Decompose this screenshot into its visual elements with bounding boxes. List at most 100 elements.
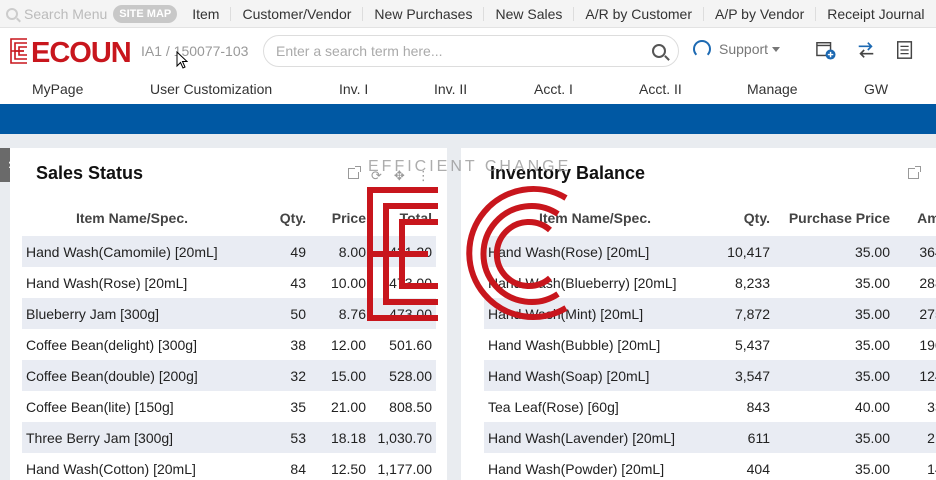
quick-link-item[interactable]: Item bbox=[181, 6, 232, 21]
headset-icon bbox=[693, 40, 711, 58]
table-cell: 50 bbox=[242, 298, 310, 329]
main-menu: MyPage User Customization Inv. I Inv. II… bbox=[0, 74, 936, 104]
search-icon[interactable] bbox=[652, 44, 666, 58]
column-header: Price bbox=[331, 210, 366, 226]
quick-link-receipt-journal[interactable]: Receipt Journal bbox=[827, 5, 925, 22]
menu-acct-2[interactable]: Acct. II bbox=[639, 81, 682, 97]
popout-icon[interactable] bbox=[348, 166, 361, 179]
table-cell: Hand Wash(Camomile) [20mL] bbox=[22, 236, 242, 267]
menu-acct-1[interactable]: Acct. I bbox=[534, 81, 573, 97]
column-header: Amount bbox=[917, 210, 936, 226]
table-cell: 35.00 bbox=[774, 329, 894, 360]
refresh-icon[interactable]: ⟳ bbox=[371, 168, 382, 183]
table-cell: 84 bbox=[242, 453, 310, 480]
quick-link-ar-by-customer[interactable]: A/R by Customer bbox=[574, 6, 704, 21]
chevron-down-icon bbox=[772, 46, 781, 52]
table-row[interactable]: Coffee Bean(double) [200g] 32 15.00 528.00 bbox=[22, 360, 436, 391]
table-cell: 40.00 bbox=[774, 391, 894, 422]
sales-status-panel: Sales Status ⟳ ✥ ⋮ Item Name/Spec. Qty. … bbox=[10, 148, 447, 480]
table-cell: Blueberry Jam [300g] bbox=[22, 298, 242, 329]
inventory-balance-tools bbox=[908, 166, 921, 179]
table-cell: 1,030.70 bbox=[370, 422, 436, 453]
table-cell: 473.00 bbox=[370, 267, 436, 298]
table-row[interactable]: Blueberry Jam [300g] 50 8.76 473.00 bbox=[22, 298, 436, 329]
quick-links: Item Customer/Vendor New Purchases New S… bbox=[181, 5, 935, 22]
table-cell: 49 bbox=[242, 236, 310, 267]
table-cell: 473.00 bbox=[370, 298, 436, 329]
menu-gw[interactable]: GW bbox=[864, 81, 889, 97]
table-cell: 288,155 bbox=[894, 267, 936, 298]
sales-status-title: Sales Status bbox=[36, 163, 144, 183]
table-row[interactable]: Hand Wash(Rose) [20mL] 43 10.00 473.00 bbox=[22, 267, 436, 298]
table-cell: 1,177.00 bbox=[370, 453, 436, 480]
table-cell: 10,417 bbox=[706, 236, 774, 267]
more-icon[interactable]: ⋮ bbox=[416, 168, 430, 183]
logo-wordmark: ECOUNT bbox=[31, 37, 131, 66]
table-cell: Hand Wash(Rose) [20mL] bbox=[22, 267, 242, 298]
table-cell: Three Berry Jam [300g] bbox=[22, 422, 242, 453]
table-cell: 35 bbox=[242, 391, 310, 422]
table-cell: 275,520 bbox=[894, 298, 936, 329]
search-input[interactable] bbox=[276, 43, 652, 59]
sitemap-button[interactable]: SITE MAP bbox=[113, 4, 178, 23]
menu-inv-2[interactable]: Inv. II bbox=[434, 81, 468, 97]
popout-icon[interactable] bbox=[908, 166, 921, 179]
inventory-balance-table: Item Name/Spec. Qty. Purchase Price Amou… bbox=[484, 200, 936, 480]
quick-link-customer-vendor[interactable]: Customer/Vendor bbox=[231, 6, 364, 21]
menu-inv-1[interactable]: Inv. I bbox=[339, 81, 369, 97]
search-menu[interactable]: Search Menu bbox=[0, 6, 107, 22]
table-row[interactable]: Three Berry Jam [300g] 53 18.18 1,030.70 bbox=[22, 422, 436, 453]
mouse-cursor-icon bbox=[176, 51, 188, 69]
table-cell: 38 bbox=[242, 329, 310, 360]
pin-icon[interactable]: ✥ bbox=[393, 168, 405, 183]
table-cell: 8.76 bbox=[310, 298, 370, 329]
table-cell: 18.18 bbox=[310, 422, 370, 453]
table-cell: 190,295 bbox=[894, 329, 936, 360]
table-cell: 35.00 bbox=[774, 298, 894, 329]
switch-icon[interactable] bbox=[856, 40, 876, 60]
ecount-logo[interactable]: ECOUNT bbox=[9, 36, 150, 69]
table-cell: Hand Wash(Soap) [20mL] bbox=[484, 360, 706, 391]
sales-status-rows: Hand Wash(Camomile) [20mL] 49 8.00 431.20 Ha… bbox=[22, 236, 436, 480]
column-header: Item Name/Spec. bbox=[538, 210, 652, 226]
table-cell: 364,595 bbox=[894, 236, 936, 267]
table-cell: 10.00 bbox=[310, 267, 370, 298]
header: ECOUNT IA1 / 150077-103 Support bbox=[0, 28, 936, 74]
table-cell: 53 bbox=[242, 422, 310, 453]
ledger-icon[interactable] bbox=[895, 40, 915, 60]
table-row[interactable]: Hand Wash(Bubble) [20mL]5,43735.00190,29… bbox=[484, 329, 936, 360]
quick-link-ap-by-vendor[interactable]: A/P by Vendor bbox=[704, 6, 817, 21]
table-row[interactable]: Hand Wash(Blueberry) [20mL]8,23335.00288… bbox=[484, 267, 936, 298]
table-cell: Hand Wash(Rose) [20mL] bbox=[484, 236, 706, 267]
table-cell: 32 bbox=[242, 360, 310, 391]
table-cell: 35.00 bbox=[774, 360, 894, 391]
table-row[interactable]: Hand Wash(Camomile) [20mL] 49 8.00 431.20 bbox=[22, 236, 436, 267]
table-cell: Coffee Bean(lite) [150g] bbox=[22, 391, 242, 422]
table-cell: 14,140 bbox=[894, 453, 936, 480]
table-cell: 404 bbox=[706, 453, 774, 480]
table-cell: 431.20 bbox=[370, 236, 436, 267]
table-row[interactable]: Coffee Bean(delight) [300g] 38 12.00 501.60 bbox=[22, 329, 436, 360]
menu-mypage[interactable]: MyPage bbox=[32, 81, 84, 97]
table-row[interactable]: Coffee Bean(lite) [150g] 35 21.00 808.50 bbox=[22, 391, 436, 422]
table-cell: 5,437 bbox=[706, 329, 774, 360]
column-header: Purchase Price bbox=[788, 210, 890, 226]
table-cell: 35.00 bbox=[774, 236, 894, 267]
quick-link-new-sales[interactable]: New Sales bbox=[484, 6, 575, 21]
menu-user-customization[interactable]: User Customization bbox=[150, 81, 273, 97]
menu-manage[interactable]: Manage bbox=[747, 81, 798, 97]
column-header: Qty. bbox=[279, 210, 306, 226]
table-cell: 35.00 bbox=[774, 422, 894, 453]
support-menu[interactable]: Support bbox=[693, 40, 781, 58]
table-row[interactable]: Hand Wash(Cotton) [20mL] 84 12.50 1,177.00 bbox=[22, 453, 436, 480]
table-cell: Coffee Bean(double) [200g] bbox=[22, 360, 242, 391]
add-window-icon[interactable] bbox=[816, 40, 836, 60]
table-cell: Hand Wash(Mint) [20mL] bbox=[484, 298, 706, 329]
quick-link-new-purchases[interactable]: New Purchases bbox=[363, 6, 485, 21]
